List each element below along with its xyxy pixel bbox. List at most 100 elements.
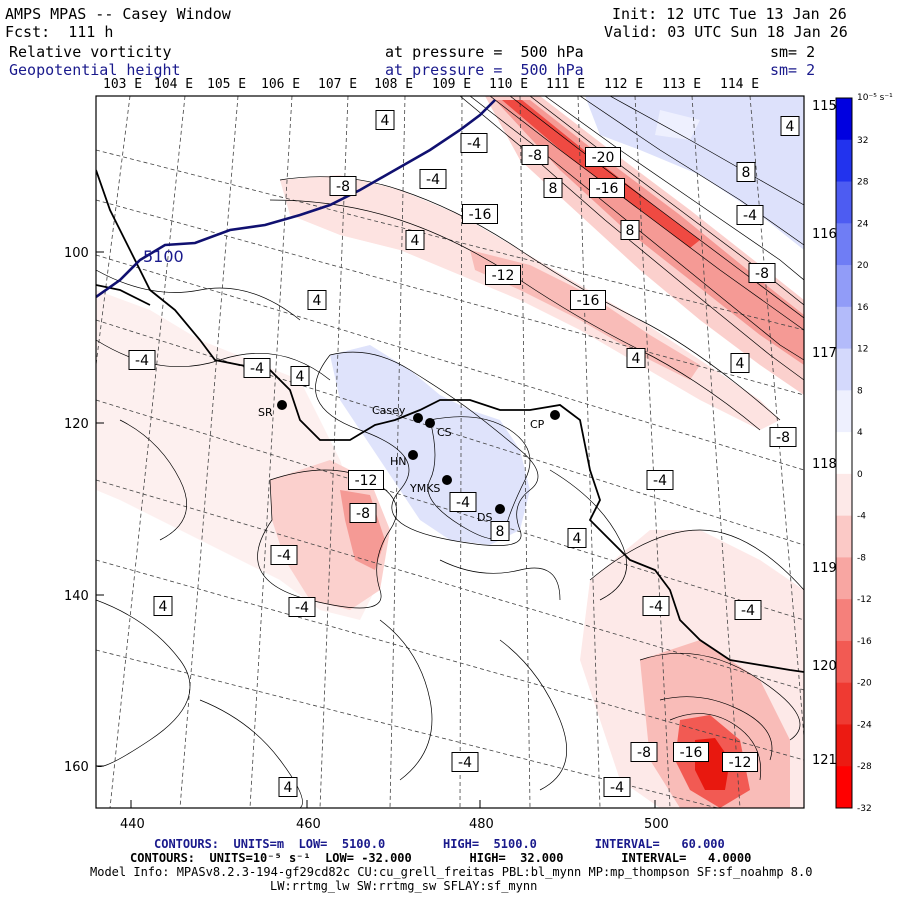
svg-text:-12: -12 — [492, 268, 515, 284]
colorbar-label: -24 — [857, 720, 872, 730]
plot-frame — [95, 95, 805, 809]
svg-text:-4: -4 — [426, 172, 440, 188]
contour-label: -16 — [462, 204, 498, 224]
svg-text:8: 8 — [496, 524, 505, 540]
y-tick-label: 120 — [64, 417, 89, 432]
colorbar-swatch — [836, 473, 852, 517]
lon-label: 114 E — [720, 77, 760, 92]
colorbar-frame — [835, 97, 853, 809]
station-label: DS — [477, 511, 492, 524]
vorticity-field — [96, 96, 804, 808]
colorbar-swatch — [836, 432, 852, 475]
lon-label: 106 E — [261, 77, 301, 92]
contour-label: -4 — [419, 169, 447, 189]
lon-label: 108 E — [374, 77, 414, 92]
contour-label: -20 — [585, 147, 621, 167]
footer-model-info: Model Info: MPASv8.2.3-194-gf29cd82c CU:… — [90, 865, 813, 879]
svg-text:-8: -8 — [528, 148, 542, 164]
svg-text:-4: -4 — [610, 780, 624, 796]
forecast-hour: Fcst: 111 h — [5, 23, 114, 41]
latitude-lines — [96, 149, 804, 808]
station-dot — [442, 475, 452, 485]
contour-label: -16 — [589, 178, 625, 198]
x-tick-label: 460 — [296, 817, 321, 832]
contour-label: 4 — [153, 596, 173, 616]
coastline — [96, 169, 804, 673]
lon-label: 104 E — [154, 77, 194, 92]
svg-text:4: 4 — [284, 780, 293, 796]
colorbar-label: -12 — [857, 595, 872, 605]
contour-label: -4 — [128, 350, 156, 370]
colorbar-label: 4 — [857, 428, 863, 438]
colorbar-label: 8 — [857, 386, 863, 396]
svg-text:-8: -8 — [356, 506, 370, 522]
contour-label: -8 — [349, 503, 377, 523]
colorbar-label: 20 — [857, 261, 869, 271]
contour-label: -8 — [329, 176, 357, 196]
central-positive-region — [330, 345, 530, 545]
coastline-segment — [96, 284, 151, 306]
svg-text:4: 4 — [313, 293, 322, 309]
contour-label: -4 — [451, 752, 479, 772]
station-label: CP — [530, 418, 545, 431]
contour-label: -12 — [348, 470, 384, 490]
contour-label: 8 — [736, 162, 756, 182]
svg-text:-4: -4 — [741, 603, 755, 619]
footer-vorticity-contours: CONTOURS: UNITS=10⁻⁵ s⁻¹ LOW= -32.000 HI… — [130, 851, 752, 865]
colorbar: 32 28 24 20 16 12 8 4 0 -4 -8 -12 -16 -20 -24 -28 -32 — [835, 97, 872, 814]
field1-smooth: sm= 2 — [770, 43, 816, 61]
svg-text:4: 4 — [632, 351, 641, 367]
x-tick-label: 440 — [120, 817, 145, 832]
svg-text:8: 8 — [549, 181, 558, 197]
contour-label: 4 — [567, 528, 587, 548]
contour-label: 4 — [405, 230, 425, 250]
station-dot — [408, 450, 418, 460]
lon-label: 111 E — [546, 77, 586, 92]
height-contour-5100 — [96, 99, 496, 299]
colorbar-label: 32 — [857, 136, 868, 146]
svg-text:4: 4 — [296, 369, 305, 385]
positive-vorticity-patch — [655, 110, 700, 140]
contour-label: -4 — [603, 777, 631, 797]
contour-label: -8 — [630, 742, 658, 762]
svg-text:-8: -8 — [637, 745, 651, 761]
y-tick-label: 140 — [64, 589, 89, 604]
station-markers: SR Casey CS CP HN YMKS DS — [258, 400, 560, 524]
contour-label: -4 — [460, 133, 488, 153]
contour-label: -4 — [736, 205, 764, 225]
svg-text:-4: -4 — [743, 208, 757, 224]
colorbar-label: 24 — [857, 219, 869, 229]
contour-label: 4 — [307, 290, 327, 310]
field1-level: at pressure = 500 hPa — [385, 43, 584, 61]
negative-vorticity-core — [495, 100, 804, 365]
station-label: CS — [437, 426, 452, 439]
svg-text:-4: -4 — [135, 353, 149, 369]
contour-label: 8 — [620, 220, 640, 240]
svg-text:-4: -4 — [295, 600, 309, 616]
svg-text:-16: -16 — [680, 745, 703, 761]
colorbar-swatch — [836, 223, 852, 266]
lon-label: 105 E — [207, 77, 247, 92]
station-dot — [277, 400, 287, 410]
contour-label: -4 — [449, 492, 477, 512]
lon-label: 112 E — [604, 77, 644, 92]
contour-label: 4 — [278, 777, 298, 797]
svg-text:-4: -4 — [649, 599, 663, 615]
init-time: Init: 12 UTC Tue 13 Jan 26 — [612, 5, 847, 23]
contour-label: -4 — [642, 596, 670, 616]
svg-text:4: 4 — [786, 119, 795, 135]
contour-label: 4 — [375, 110, 395, 130]
station-dot — [495, 504, 505, 514]
svg-text:4: 4 — [159, 599, 168, 615]
field2-level: at pressure = 500 hPa — [385, 61, 584, 79]
colorbar-label: 12 — [857, 345, 868, 355]
colorbar-swatch — [836, 390, 852, 433]
svg-text:-8: -8 — [336, 179, 350, 195]
colorbar-label: -8 — [857, 553, 866, 563]
colorbar-swatch — [836, 306, 852, 350]
y-tick-label: 160 — [64, 760, 89, 775]
svg-text:8: 8 — [742, 165, 751, 181]
field2-name: Geopotential height — [9, 61, 181, 79]
svg-text:4: 4 — [736, 356, 745, 372]
svg-text:-16: -16 — [469, 207, 492, 223]
